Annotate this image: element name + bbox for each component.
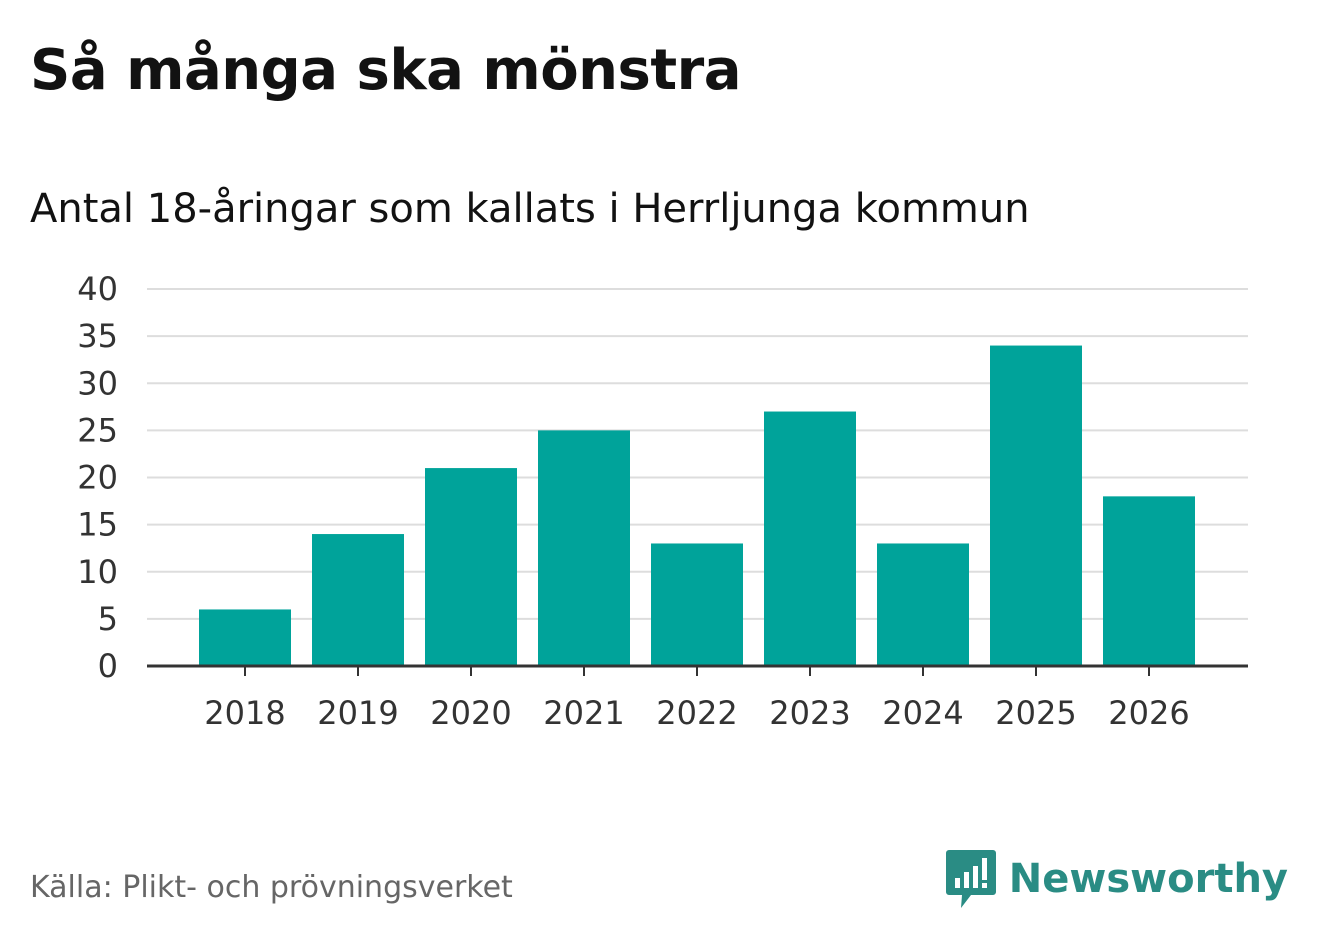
bars: [199, 345, 1195, 666]
x-tick-label: 2022: [656, 694, 737, 732]
x-tick-label: 2018: [204, 694, 285, 732]
x-tick-label: 2019: [317, 694, 398, 732]
chart-subtitle: Antal 18-åringar som kallats i Herrljung…: [30, 186, 1030, 232]
brand-name: Newsworthy: [1008, 856, 1288, 902]
y-tick-label: 40: [77, 270, 118, 308]
y-tick-label: 30: [77, 364, 118, 402]
y-tick-label: 15: [77, 506, 118, 544]
newsworthy-logo-icon: [945, 850, 996, 908]
bar-2024: [877, 543, 969, 666]
brand-logo: Newsworthy: [945, 848, 1288, 910]
bar-2022: [651, 543, 743, 666]
bar-2023: [764, 411, 856, 666]
bar-2018: [199, 609, 291, 666]
y-tick-label: 5: [98, 600, 118, 638]
bar-2019: [312, 534, 404, 666]
y-tick-label: 35: [77, 317, 118, 355]
x-tick-label: 2020: [430, 694, 511, 732]
bar-2020: [425, 468, 517, 666]
x-tick-label: 2026: [1108, 694, 1189, 732]
y-tick-label: 10: [77, 553, 118, 591]
bar-2025: [990, 345, 1082, 666]
x-tick-label: 2023: [769, 694, 850, 732]
x-tick-label: 2024: [882, 694, 963, 732]
y-tick-label: 0: [98, 647, 118, 685]
y-tick-label: 20: [77, 459, 118, 497]
bar-2026: [1103, 496, 1195, 666]
source-note: Källa: Plikt- och prövningsverket: [30, 870, 513, 905]
y-tick-label: 25: [77, 411, 118, 449]
x-tick-label: 2021: [543, 694, 624, 732]
chart-title: Så många ska mönstra: [30, 38, 742, 103]
bar-2021: [538, 430, 630, 666]
x-tick-label: 2025: [995, 694, 1076, 732]
